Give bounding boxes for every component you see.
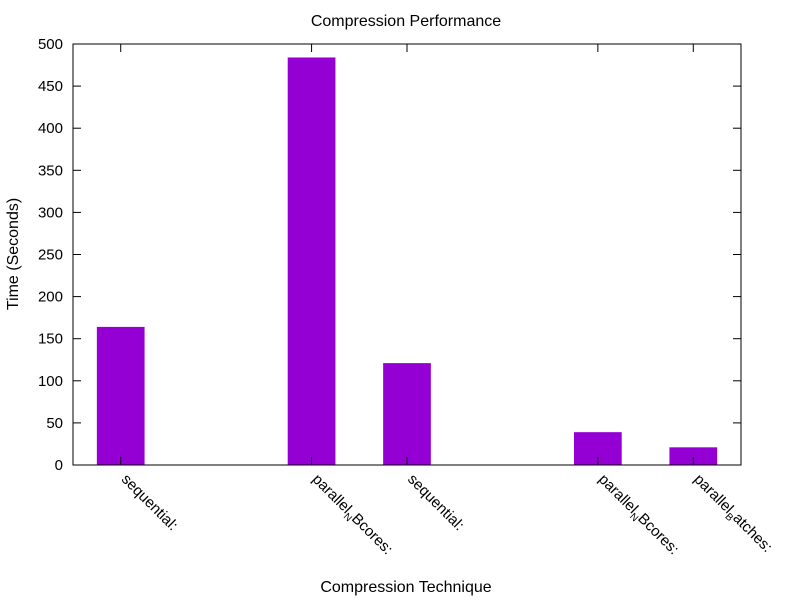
bar-2 xyxy=(383,363,431,465)
y-tick-label-10: 500 xyxy=(38,36,63,53)
y-tick-label-8: 400 xyxy=(38,120,63,137)
y-tick-label-9: 450 xyxy=(38,78,63,95)
x-axis-label: Compression Technique xyxy=(320,579,491,596)
y-axis-ticks: 0 50 100 150 200 250 300 350 400 450 500 xyxy=(38,36,741,474)
y-tick-label-0: 0 xyxy=(55,457,63,474)
bar-4 xyxy=(669,447,718,465)
y-axis-label: Time (Seconds) xyxy=(5,198,22,310)
y-tick-label-1: 50 xyxy=(46,415,63,432)
chart-title: Compression Performance xyxy=(311,13,501,30)
y-tick-label-3: 150 xyxy=(38,331,63,348)
y-tick-label-6: 300 xyxy=(38,204,63,221)
bars-group xyxy=(96,57,718,466)
bar-1 xyxy=(287,57,336,466)
plot-frame xyxy=(72,43,742,466)
bar-0 xyxy=(96,326,145,465)
y-tick-label-5: 250 xyxy=(38,247,63,264)
y-tick-label-2: 100 xyxy=(38,373,63,390)
y-tick-label-4: 200 xyxy=(38,289,63,306)
y-tick-label-7: 350 xyxy=(38,162,63,179)
